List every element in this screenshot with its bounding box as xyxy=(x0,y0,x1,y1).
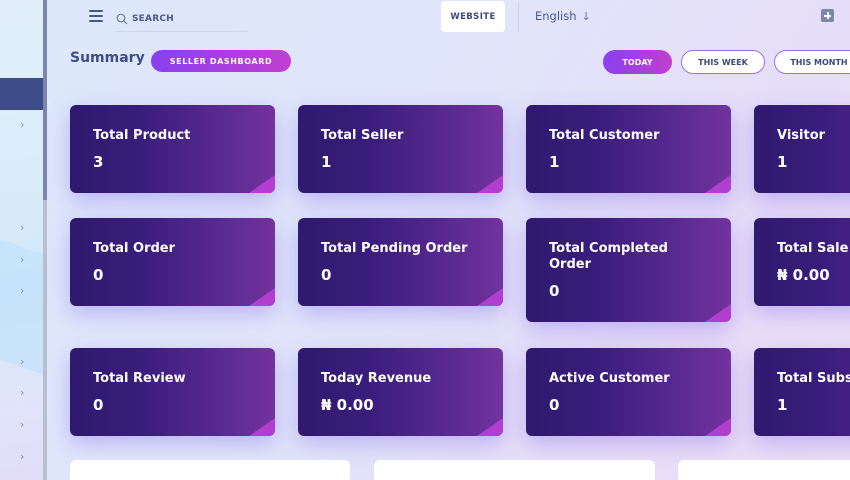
stat-card-total-subscriber[interactable]: Total Subscriber 1 xyxy=(754,348,850,436)
stat-value: 0 xyxy=(549,396,560,414)
range-this-week-button[interactable]: THIS WEEK xyxy=(681,50,765,74)
stat-card-total-product[interactable]: Total Product 3 xyxy=(70,105,275,193)
language-label: English xyxy=(535,9,577,23)
sidebar-decoration xyxy=(0,224,43,396)
header-divider xyxy=(518,2,519,32)
sidebar: › › › › › › › › xyxy=(0,0,43,480)
search-bar[interactable] xyxy=(116,6,248,32)
chevron-right-icon[interactable]: › xyxy=(20,450,25,463)
stat-value: 0 xyxy=(321,266,332,284)
stat-label: Visitor xyxy=(777,128,826,143)
stat-card-active-customer[interactable]: Active Customer 0 xyxy=(526,348,731,436)
stat-card-total-completed-order[interactable]: Total Completed Order 0 xyxy=(526,218,731,322)
stat-value: 1 xyxy=(321,153,332,171)
seller-dashboard-badge[interactable]: SELLER DASHBOARD xyxy=(151,50,291,72)
chevron-right-icon[interactable]: › xyxy=(20,355,25,368)
stat-label: Total Subscriber xyxy=(777,371,850,386)
search-input[interactable] xyxy=(132,13,242,24)
stat-label: Total Completed Order xyxy=(549,241,668,272)
chevron-right-icon[interactable]: › xyxy=(20,418,25,431)
stat-label: Today Revenue xyxy=(321,371,432,386)
stat-value: ₦ 0.00 xyxy=(321,396,374,414)
chevron-right-icon[interactable]: › xyxy=(20,253,25,266)
stat-card-total-seller[interactable]: Total Seller 1 xyxy=(298,105,503,193)
stat-value: 1 xyxy=(777,396,788,414)
stat-card-total-customer[interactable]: Total Customer 1 xyxy=(526,105,731,193)
range-today-button[interactable]: TODAY xyxy=(603,50,672,74)
sidebar-scrollbar[interactable] xyxy=(43,0,47,480)
stat-label: Total Order xyxy=(93,241,176,256)
stat-value: 3 xyxy=(93,153,104,171)
stat-label: Active Customer xyxy=(549,371,670,386)
stat-card-total-sale[interactable]: Total Sale ₦ 0.00 xyxy=(754,218,850,306)
sidebar-scrollbar-thumb[interactable] xyxy=(43,0,47,200)
stat-card-total-order[interactable]: Total Order 0 xyxy=(70,218,275,306)
stat-label: Total Pending Order xyxy=(321,241,468,256)
chevron-right-icon[interactable]: › xyxy=(20,386,25,399)
chevron-right-icon[interactable]: › xyxy=(20,221,25,234)
stat-card-today-revenue[interactable]: Today Revenue ₦ 0.00 xyxy=(298,348,503,436)
stat-value: 1 xyxy=(549,153,560,171)
stat-value: 0 xyxy=(93,396,104,414)
stat-label: Total Customer xyxy=(549,128,660,143)
page-title: Summary xyxy=(70,50,145,66)
language-selector[interactable]: English ↓ xyxy=(535,8,591,24)
chart-panel xyxy=(70,460,350,480)
stat-value: 0 xyxy=(549,282,560,300)
stat-value: 0 xyxy=(93,266,104,284)
chart-panel xyxy=(678,460,850,480)
stat-label: Total Seller xyxy=(321,128,404,143)
stat-card-total-review[interactable]: Total Review 0 xyxy=(70,348,275,436)
stat-label: Total Review xyxy=(93,371,186,386)
chart-panel xyxy=(374,460,655,480)
chevron-right-icon[interactable]: › xyxy=(20,118,25,131)
stat-value: 1 xyxy=(777,153,788,171)
stat-label: Total Product xyxy=(93,128,191,143)
sidebar-item-active[interactable] xyxy=(0,78,43,110)
arrow-down-icon: ↓ xyxy=(581,9,591,23)
range-this-month-button[interactable]: THIS MONTH xyxy=(774,50,850,74)
chevron-right-icon[interactable]: › xyxy=(20,284,25,297)
stat-card-total-pending-order[interactable]: Total Pending Order 0 xyxy=(298,218,503,306)
plus-square-icon[interactable] xyxy=(821,9,834,22)
hamburger-menu-icon[interactable] xyxy=(89,10,103,22)
stat-value: ₦ 0.00 xyxy=(777,266,830,284)
stat-card-visitor[interactable]: Visitor 1 xyxy=(754,105,850,193)
stat-label: Total Sale xyxy=(777,241,849,256)
search-icon xyxy=(116,13,128,24)
website-button[interactable]: WEBSITE xyxy=(441,1,505,32)
